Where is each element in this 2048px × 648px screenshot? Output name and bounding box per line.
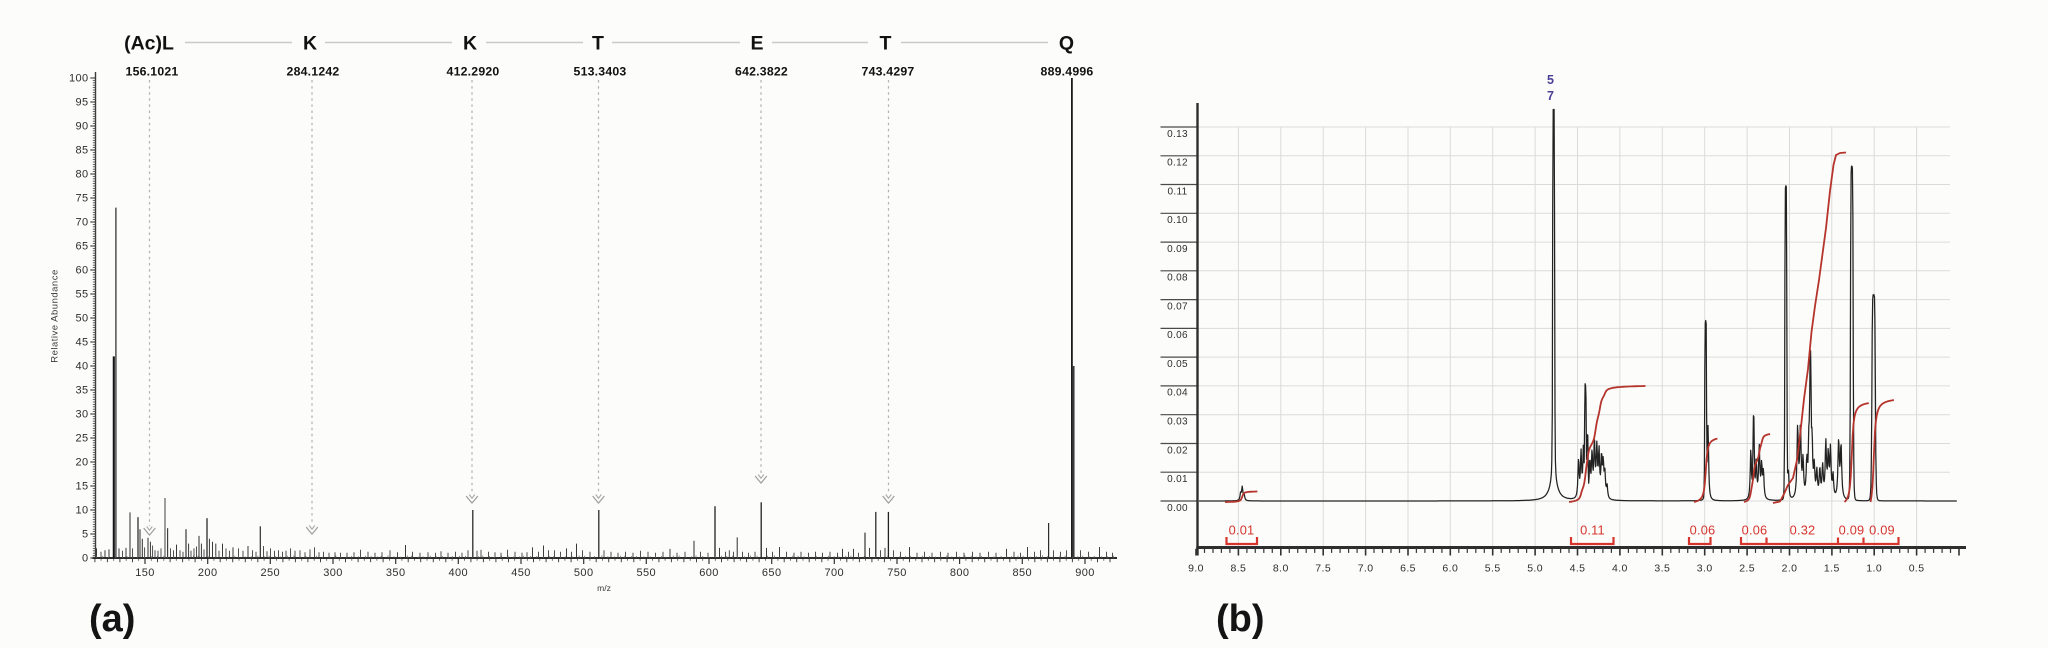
svg-text:750: 750 — [887, 567, 907, 579]
svg-text:K: K — [463, 33, 477, 55]
svg-text:(b): (b) — [1216, 598, 1265, 640]
svg-text:0.12: 0.12 — [1167, 158, 1188, 169]
svg-text:50: 50 — [75, 313, 88, 325]
svg-text:(Ac)L: (Ac)L — [124, 33, 174, 55]
svg-text:K: K — [303, 33, 317, 55]
svg-text:500: 500 — [574, 567, 594, 579]
svg-text:5: 5 — [1547, 73, 1554, 87]
svg-text:10: 10 — [75, 505, 88, 517]
svg-text:0.04: 0.04 — [1167, 388, 1188, 399]
svg-text:55: 55 — [75, 289, 88, 301]
svg-text:25: 25 — [75, 433, 88, 445]
svg-text:0.09: 0.09 — [1167, 244, 1188, 255]
svg-text:7: 7 — [1547, 89, 1554, 103]
svg-text:9.0: 9.0 — [1188, 563, 1204, 575]
svg-text:65: 65 — [75, 241, 88, 253]
svg-text:0.32: 0.32 — [1790, 523, 1816, 538]
svg-text:5.5: 5.5 — [1485, 563, 1501, 575]
svg-text:300: 300 — [323, 567, 343, 579]
svg-text:850: 850 — [1013, 567, 1033, 579]
svg-text:4.5: 4.5 — [1570, 563, 1586, 575]
svg-text:3.5: 3.5 — [1654, 563, 1670, 575]
svg-text:95: 95 — [75, 97, 88, 109]
svg-text:85: 85 — [75, 145, 88, 157]
svg-text:40: 40 — [75, 361, 88, 373]
svg-text:800: 800 — [950, 567, 970, 579]
svg-text:450: 450 — [511, 567, 531, 579]
svg-text:550: 550 — [637, 567, 657, 579]
svg-text:0.11: 0.11 — [1580, 523, 1605, 538]
svg-text:30: 30 — [75, 409, 88, 421]
svg-text:0.09: 0.09 — [1839, 523, 1865, 538]
svg-text:1.5: 1.5 — [1824, 563, 1840, 575]
svg-text:642.3822: 642.3822 — [735, 65, 788, 79]
svg-text:350: 350 — [386, 567, 406, 579]
svg-text:250: 250 — [261, 567, 281, 579]
svg-text:5.0: 5.0 — [1527, 563, 1543, 575]
svg-text:0.11: 0.11 — [1168, 186, 1188, 197]
svg-text:5: 5 — [82, 529, 89, 541]
svg-text:45: 45 — [75, 337, 88, 349]
svg-text:0.00: 0.00 — [1167, 503, 1188, 514]
svg-text:513.3403: 513.3403 — [574, 65, 627, 79]
svg-text:743.4297: 743.4297 — [862, 65, 915, 79]
svg-text:1.0: 1.0 — [1866, 563, 1882, 575]
svg-text:0.07: 0.07 — [1167, 301, 1188, 312]
svg-text:m/z: m/z — [597, 583, 611, 593]
svg-text:6.0: 6.0 — [1442, 563, 1458, 575]
svg-text:0.01: 0.01 — [1167, 474, 1188, 485]
svg-text:0.13: 0.13 — [1167, 129, 1188, 140]
svg-text:700: 700 — [825, 567, 845, 579]
svg-text:70: 70 — [75, 217, 88, 229]
svg-text:20: 20 — [75, 457, 88, 469]
svg-text:Q: Q — [1059, 33, 1074, 55]
svg-text:E: E — [750, 33, 763, 55]
svg-text:7.5: 7.5 — [1315, 563, 1331, 575]
svg-text:900: 900 — [1075, 567, 1095, 579]
svg-text:0.05: 0.05 — [1167, 359, 1188, 370]
svg-text:100: 100 — [69, 73, 89, 85]
svg-text:3.0: 3.0 — [1697, 563, 1713, 575]
svg-text:6.5: 6.5 — [1400, 563, 1416, 575]
svg-text:284.1242: 284.1242 — [287, 65, 340, 79]
svg-text:2.5: 2.5 — [1739, 563, 1755, 575]
svg-text:150: 150 — [135, 567, 155, 579]
svg-text:0.01: 0.01 — [1229, 523, 1255, 538]
svg-text:2.0: 2.0 — [1782, 563, 1798, 575]
svg-text:35: 35 — [75, 385, 88, 397]
svg-text:75: 75 — [75, 193, 88, 205]
svg-text:0.08: 0.08 — [1167, 273, 1188, 284]
svg-text:0.06: 0.06 — [1690, 523, 1716, 538]
svg-text:650: 650 — [762, 567, 782, 579]
svg-text:412.2920: 412.2920 — [447, 65, 500, 79]
svg-text:200: 200 — [198, 567, 218, 579]
svg-text:0.06: 0.06 — [1167, 330, 1188, 341]
svg-text:0.06: 0.06 — [1742, 523, 1768, 538]
svg-text:0.5: 0.5 — [1909, 563, 1925, 575]
svg-text:8.5: 8.5 — [1231, 563, 1247, 575]
svg-text:15: 15 — [75, 481, 88, 493]
svg-text:8.0: 8.0 — [1273, 563, 1289, 575]
svg-text:Relative Abundance: Relative Abundance — [50, 269, 61, 363]
svg-text:T: T — [592, 33, 604, 55]
svg-text:0.09: 0.09 — [1869, 523, 1895, 538]
svg-text:80: 80 — [75, 169, 88, 181]
svg-text:(a): (a) — [89, 598, 135, 640]
svg-text:600: 600 — [699, 567, 719, 579]
svg-text:7.0: 7.0 — [1358, 563, 1374, 575]
svg-text:156.1021: 156.1021 — [126, 65, 179, 79]
svg-text:400: 400 — [449, 567, 469, 579]
svg-text:0.10: 0.10 — [1167, 215, 1188, 226]
svg-text:0: 0 — [82, 553, 89, 565]
svg-text:889.4996: 889.4996 — [1041, 65, 1094, 79]
svg-text:4.0: 4.0 — [1612, 563, 1628, 575]
svg-text:0.02: 0.02 — [1167, 445, 1188, 456]
svg-text:0.03: 0.03 — [1167, 417, 1188, 428]
svg-text:90: 90 — [75, 121, 88, 133]
svg-text:60: 60 — [75, 265, 88, 277]
svg-text:T: T — [880, 33, 892, 55]
